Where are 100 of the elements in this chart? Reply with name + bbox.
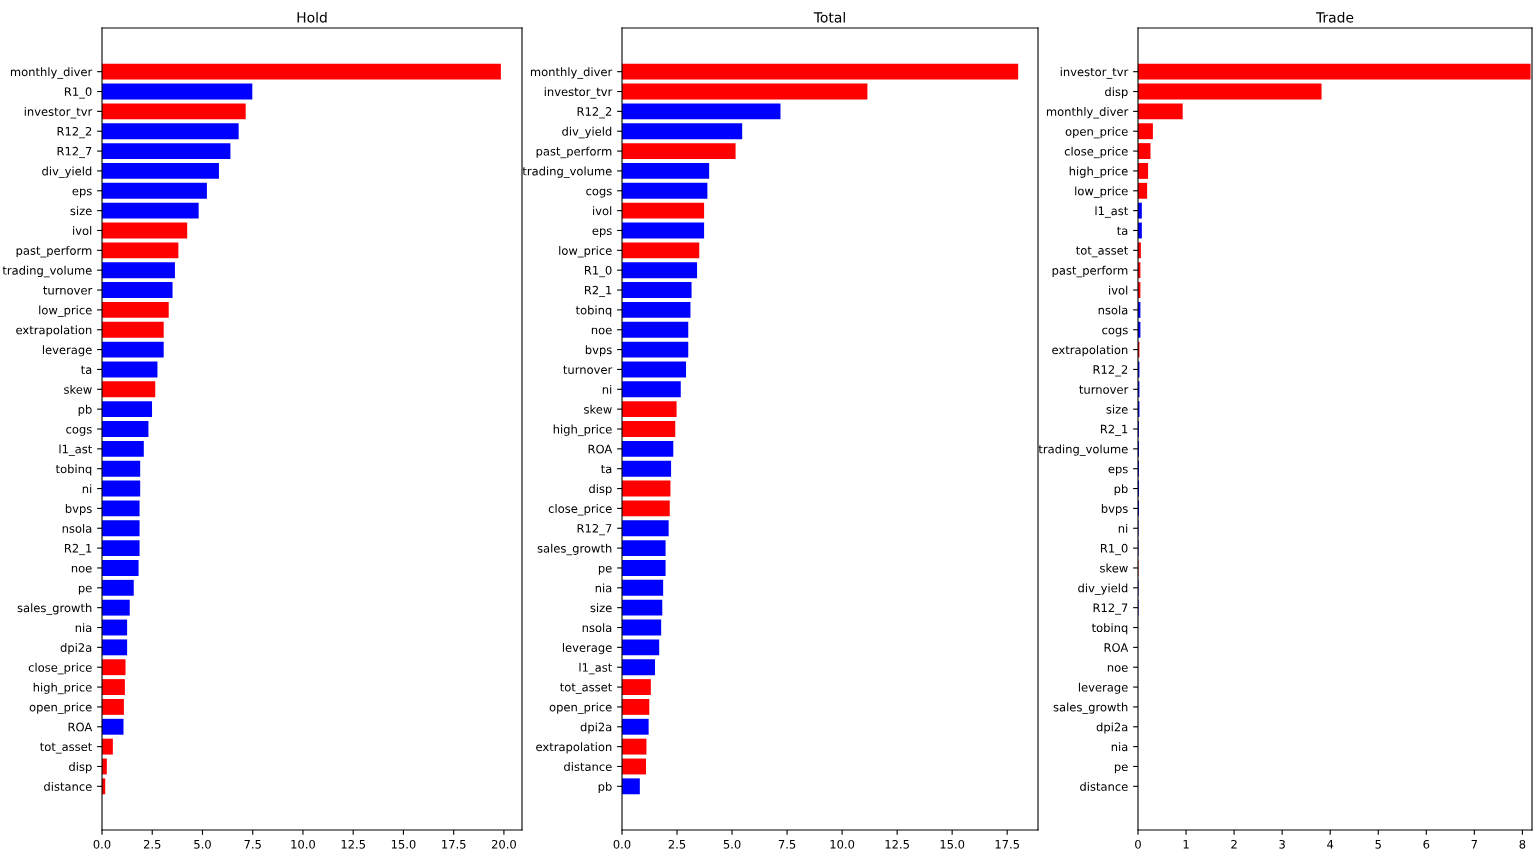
y-tick-label: dpi2a [580,722,612,734]
y-tick-label: R1_0 [584,265,612,278]
y-tick-label: leverage [562,642,612,655]
y-tick-label: turnover [563,365,613,374]
y-tick-label: ivol [593,206,612,216]
y-tick-label: ROA [588,444,613,454]
y-tick-label: investor_tvr [544,87,613,99]
y-tick-label: ni [82,484,92,493]
y-tick-label: pe [78,585,92,595]
y-tick-label: disp [69,762,92,774]
y-tick-label: noe [591,327,612,335]
y-tick-label: bvps [65,504,92,516]
x-tick-label: 7.5 [244,840,261,849]
y-tick-label: monthly_diver [10,67,93,79]
y-tick-label: ROA [68,722,93,732]
x-tick-label: 7 [1471,840,1478,849]
y-tick-label: noe [71,565,92,573]
y-tick-label: open_price [549,702,612,715]
x-tick-label: 0 [1135,839,1141,849]
y-tick-label: skew [64,384,92,394]
y-tick-label: ta [81,365,92,374]
y-tick-label: nia [595,583,612,593]
y-tick-label: R12_7 [1093,603,1128,615]
y-tick-label: div_yield [42,166,92,179]
y-tick-label: pe [1114,764,1128,774]
y-tick-label: R12_2 [577,107,612,119]
y-tick-label: nsola [62,523,92,533]
y-tick-label: investor_tvr [1060,67,1129,79]
y-tick-label: open_price [29,702,92,715]
y-tick-label: distance [564,762,612,772]
x-tick-label: 2 [1231,839,1237,849]
y-tick-label: sales_growth [537,543,612,556]
y-tick-label: l1_ast [1095,206,1128,218]
x-tick-label: 2.5 [143,839,161,849]
y-tick-label: extrapolation [536,742,612,754]
x-tick-label: 0.0 [93,839,111,849]
y-tick-label: tobinq [1091,623,1128,635]
x-tick-label: 10.0 [830,839,855,849]
y-tick-label: R12_2 [57,126,92,139]
y-tick-label: past_perform [16,245,92,258]
x-tick-label: 15.0 [391,839,416,849]
y-tick-label: turnover [43,286,93,295]
y-tick-label: low_price [559,245,612,258]
y-tick-label: disp [1105,87,1128,99]
y-tick-label: pb [78,404,92,416]
y-tick-label: size [1106,404,1128,414]
y-tick-label: eps [1108,466,1128,476]
y-tick-label: nia [75,623,92,633]
y-tick-label: eps [72,188,92,198]
y-tick-label: close_price [1064,146,1128,159]
y-tick-label: low_price [1075,186,1128,198]
y-tick-label: size [590,603,612,613]
x-tick-label: 17.5 [995,840,1020,849]
y-tick-label: R1_0 [1100,543,1128,556]
y-tick-label: trading_volume [2,265,92,278]
x-tick-label: 12.5 [885,839,909,849]
y-tick-label: cogs [1102,327,1128,337]
x-tick-label: 10.0 [291,839,316,849]
y-tick-label: R12_7 [577,523,612,536]
y-tick-label: R2_1 [1100,424,1128,436]
y-tick-label: R2_1 [584,285,612,298]
y-tick-label: noe [1107,665,1128,672]
y-tick-label: dpi2a [1096,722,1128,734]
x-tick-label: 5.0 [194,839,211,849]
y-tick-label: turnover [1079,385,1129,394]
y-tick-label: high_price [1069,166,1128,179]
y-tick-label: div_yield [562,126,612,139]
y-tick-label: R2_1 [64,543,92,556]
y-tick-label: bvps [1101,504,1128,516]
x-tick-label: 6 [1423,839,1430,849]
y-tick-label: cogs [66,426,92,436]
y-tick-label: cogs [586,188,612,198]
y-tick-label: ivol [73,226,92,236]
y-tick-label: sales_growth [17,603,92,615]
y-tick-label: nia [1111,742,1128,752]
y-tick-label: tobinq [575,305,612,317]
y-tick-label: investor_tvr [24,107,93,119]
x-tick-label: 7.5 [778,840,796,849]
y-tick-label: monthly_diver [1046,107,1129,119]
y-tick-label: bvps [585,345,612,357]
y-tick-label: tot_asset [560,683,612,695]
y-tick-label: nsola [1098,305,1128,315]
y-tick-label: high_price [553,424,612,437]
y-tick-label: size [70,206,92,216]
y-tick-label: distance [44,781,92,791]
y-tick-label: extrapolation [1052,345,1128,357]
y-tick-label: distance [1080,781,1128,791]
chart-title: Total [813,11,845,23]
y-tick-label: past_perform [536,146,612,159]
y-tick-label: skew [584,404,612,414]
y-tick-label: ROA [1104,643,1129,652]
x-tick-label: 0.0 [613,839,631,849]
x-tick-label: 15.0 [940,839,965,849]
x-tick-label: 8 [1519,839,1526,849]
y-tick-label: R12_7 [57,146,92,159]
x-tick-label: 5 [1375,840,1381,849]
y-tick-label: leverage [42,345,92,357]
y-tick-label: past_perform [1052,265,1128,278]
y-tick-label: l1_ast [59,444,92,456]
x-tick-label: 12.5 [341,839,366,849]
